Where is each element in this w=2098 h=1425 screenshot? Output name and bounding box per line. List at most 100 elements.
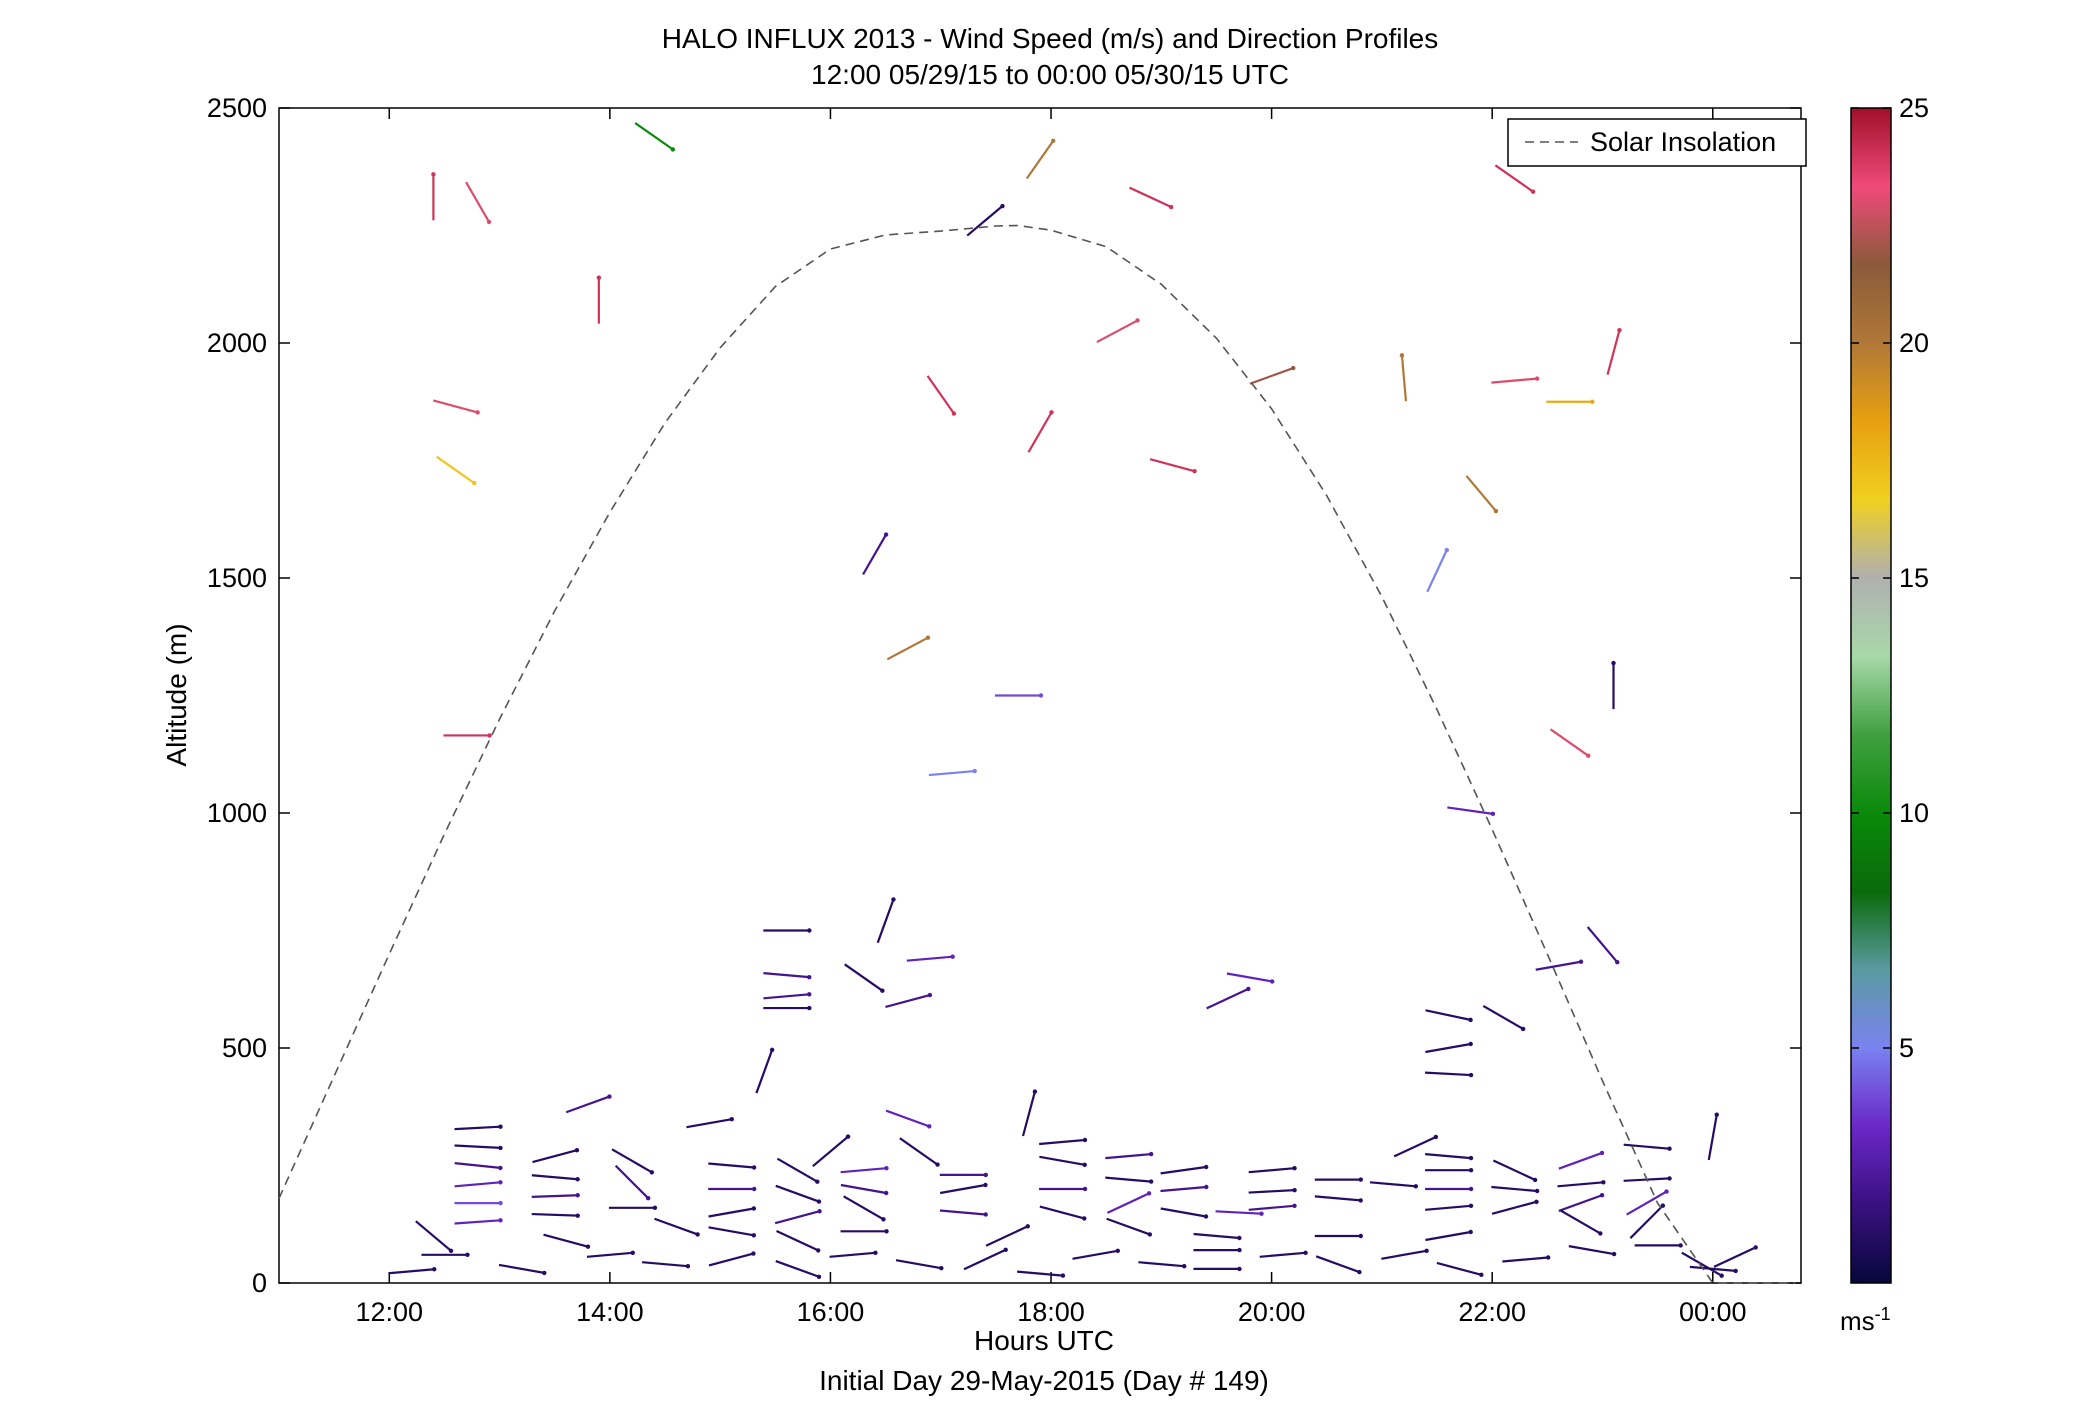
wind-vector-head — [472, 480, 477, 486]
wind-vector-head — [1468, 1017, 1473, 1023]
colorbar-unit-label: ms-1 — [1840, 1304, 1891, 1336]
wind-vector — [454, 1219, 501, 1225]
wind-vector-head — [1082, 1216, 1087, 1221]
wind-vector-head — [1490, 811, 1496, 817]
y-axis-label: Altitude (m) — [161, 623, 192, 766]
wind-vector — [1491, 1200, 1537, 1215]
wind-vector — [1681, 1251, 1723, 1277]
wind-vector — [1160, 1185, 1207, 1193]
wind-vector — [1314, 1195, 1361, 1202]
wind-vector — [1707, 1114, 1718, 1161]
wind-vector-head — [815, 1179, 820, 1184]
wind-vector-head — [542, 1270, 547, 1276]
wind-vector-head — [1599, 1150, 1605, 1156]
wind-vector — [1425, 1152, 1472, 1160]
wind-vector — [1494, 164, 1534, 193]
wind-vector — [1713, 1246, 1757, 1268]
wind-vector-head — [1003, 1247, 1008, 1252]
wind-vector — [812, 1135, 849, 1168]
wind-vector-head — [630, 1250, 635, 1255]
wind-vector-head — [1468, 1072, 1474, 1078]
wind-vector-head — [1468, 1155, 1474, 1161]
wind-vector — [755, 1049, 774, 1094]
wind-vector — [1039, 1205, 1085, 1220]
wind-vector — [498, 1263, 545, 1274]
wind-vector-head — [649, 1170, 655, 1175]
wind-vector-head — [1444, 547, 1449, 553]
wind-vector-head — [486, 219, 492, 225]
wind-vector — [654, 1217, 699, 1236]
wind-vector-head — [585, 1244, 591, 1249]
wind-vector-head — [1082, 1162, 1087, 1167]
wind-vector-head — [1303, 1250, 1308, 1255]
wind-vector — [708, 1207, 755, 1218]
wind-vector — [1106, 1192, 1150, 1214]
wind-vector-head — [1082, 1186, 1088, 1192]
colorbar-tick-label: 10 — [1899, 798, 1929, 828]
wind-vector-head — [769, 1047, 775, 1053]
wind-vector — [611, 1148, 653, 1174]
wind-vector-head — [983, 1182, 988, 1188]
wind-vector-head — [983, 1172, 988, 1178]
wind-vector-head — [1753, 1245, 1758, 1250]
solar-insolation-curve — [278, 224, 1796, 1284]
y-tick-label: 2500 — [207, 93, 267, 123]
wind-vector — [454, 1125, 501, 1131]
wind-vector-head — [1468, 1168, 1474, 1173]
wind-vector-head — [1259, 1211, 1264, 1216]
wind-vector-head — [983, 1212, 988, 1217]
wind-vector-head — [1601, 1180, 1606, 1185]
wind-vector-head — [817, 1209, 822, 1214]
y-tick-label: 500 — [222, 1033, 267, 1063]
wind-vector — [1215, 1210, 1262, 1215]
wind-vector — [1193, 1232, 1240, 1240]
wind-vector — [1689, 1265, 1736, 1273]
wind-vector-head — [465, 1252, 470, 1258]
wind-vector — [775, 1184, 820, 1203]
colorbar-tick-label: 15 — [1899, 563, 1929, 593]
wind-vector — [966, 205, 1004, 237]
wind-vector — [776, 1157, 818, 1183]
wind-vector — [1535, 960, 1582, 971]
wind-vector — [614, 1164, 649, 1199]
wind-vector — [435, 455, 475, 484]
wind-vector-head — [807, 1005, 812, 1011]
wind-vector-head — [1468, 1203, 1474, 1208]
wind-vector-head — [475, 410, 480, 415]
wind-vectors — [388, 122, 1758, 1279]
wind-vector-head — [751, 1251, 756, 1256]
colorbar-unit-exponent: -1 — [1875, 1304, 1891, 1324]
wind-vector — [844, 963, 884, 992]
wind-vector — [985, 1225, 1029, 1247]
wind-vector-head — [816, 1274, 822, 1279]
wind-vector — [1105, 1176, 1152, 1183]
wind-vector — [1315, 1255, 1360, 1274]
wind-vector — [531, 1212, 578, 1217]
wind-vector-head — [751, 1186, 757, 1192]
colorbar-tick-label: 20 — [1899, 328, 1929, 358]
wind-vector-head — [1468, 1041, 1473, 1047]
wind-vector-head — [1534, 376, 1540, 381]
wind-vector-head — [816, 1199, 822, 1204]
wind-vector-head — [807, 992, 812, 997]
wind-vector — [1039, 1138, 1086, 1146]
wind-vector-head — [1667, 1146, 1672, 1151]
wind-vector-head — [1050, 138, 1056, 144]
wind-vector-head — [1237, 1266, 1242, 1272]
wind-vector-head — [950, 954, 955, 959]
wind-vector — [1226, 972, 1273, 983]
wind-vector — [1502, 1256, 1549, 1263]
wind-vector — [686, 1118, 732, 1129]
wind-vector-head — [1493, 508, 1499, 514]
wind-vector-head — [498, 1145, 503, 1151]
y-tick-label: 2000 — [207, 328, 267, 358]
wind-vector — [775, 1259, 820, 1278]
chart-subtitle: 12:00 05/29/15 to 00:00 05/30/15 UTC — [811, 59, 1289, 90]
wind-vector — [531, 1194, 578, 1198]
wind-vector-head — [1148, 1179, 1154, 1184]
wind-vector-head — [972, 768, 977, 774]
chart-title: HALO INFLUX 2013 - Wind Speed (m/s) and … — [662, 23, 1439, 54]
wind-vector — [1072, 1249, 1118, 1260]
wind-vector-head — [1413, 1184, 1419, 1189]
wind-vector-head — [652, 1205, 658, 1211]
